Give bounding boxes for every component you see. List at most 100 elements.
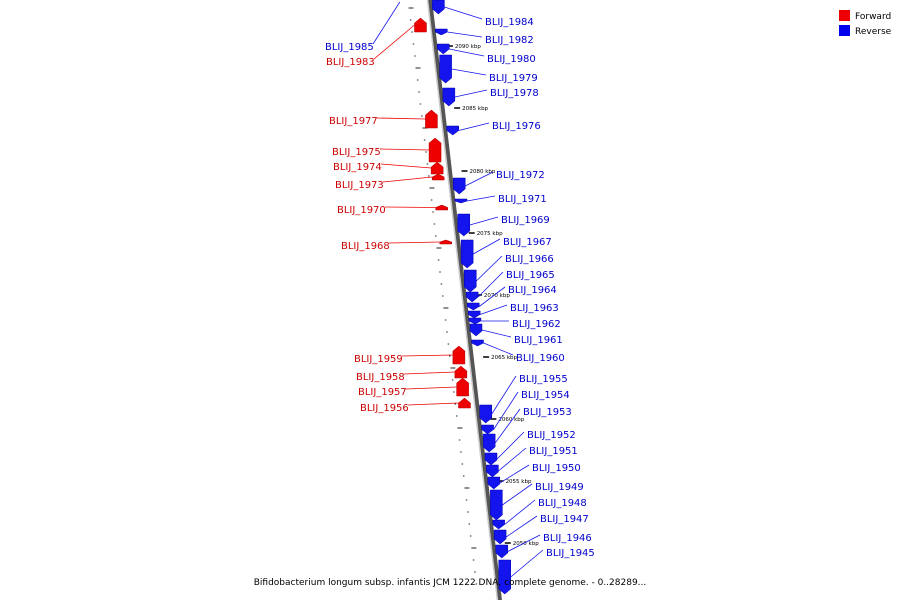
gene-label[interactable]: BLIJ_1962 bbox=[512, 319, 561, 330]
gene-blij-1950[interactable]: BLIJ_1950 bbox=[487, 463, 581, 490]
gene-arrow[interactable] bbox=[482, 433, 496, 453]
gene-arrow[interactable] bbox=[481, 424, 494, 435]
gene-arrow[interactable] bbox=[498, 559, 511, 595]
gene-arrow[interactable] bbox=[484, 452, 498, 466]
gene-label[interactable]: BLIJ_1977 bbox=[329, 116, 378, 127]
gene-arrow[interactable] bbox=[442, 87, 456, 107]
gene-arrow[interactable] bbox=[454, 365, 468, 379]
gene-arrow[interactable] bbox=[439, 239, 452, 245]
gene-blij-1945[interactable]: BLIJ_1945 bbox=[498, 548, 595, 595]
gene-blij-1963[interactable]: BLIJ_1963 bbox=[467, 303, 559, 319]
gene-arrow[interactable] bbox=[414, 17, 427, 33]
gene-blij-1979[interactable]: BLIJ_1979 bbox=[439, 54, 538, 84]
gene-blij-1960[interactable]: BLIJ_1960 bbox=[471, 339, 565, 364]
gene-label[interactable]: BLIJ_1953 bbox=[523, 407, 572, 418]
gene-blij-1975[interactable]: BLIJ_1975 bbox=[332, 137, 442, 163]
gene-blij-1951[interactable]: BLIJ_1951 bbox=[486, 446, 578, 478]
gene-label[interactable]: BLIJ_1969 bbox=[501, 215, 550, 226]
gene-blij-1978[interactable]: BLIJ_1978 bbox=[442, 87, 539, 107]
gene-blij-1965[interactable]: BLIJ_1965 bbox=[465, 270, 555, 303]
gene-blij-1954[interactable]: BLIJ_1954 bbox=[481, 390, 570, 435]
gene-arrow[interactable] bbox=[456, 377, 469, 397]
gene-label[interactable]: BLIJ_1952 bbox=[527, 430, 576, 441]
gene-blij-1969[interactable]: BLIJ_1969 bbox=[457, 213, 550, 237]
gene-blij-1984[interactable]: BLIJ_1984 bbox=[432, 0, 534, 28]
gene-arrow[interactable] bbox=[495, 544, 509, 559]
gene-blij-1977[interactable]: BLIJ_1977 bbox=[329, 109, 438, 129]
gene-label[interactable]: BLIJ_1951 bbox=[529, 446, 578, 457]
gene-arrow[interactable] bbox=[431, 173, 445, 181]
gene-arrow[interactable] bbox=[430, 161, 444, 175]
gene-blij-1976[interactable]: BLIJ_1976 bbox=[446, 121, 541, 136]
gene-blij-1958[interactable]: BLIJ_1958 bbox=[356, 365, 468, 383]
gene-label[interactable]: BLIJ_1958 bbox=[356, 372, 405, 383]
gene-label[interactable]: BLIJ_1980 bbox=[487, 54, 536, 65]
gene-label[interactable]: BLIJ_1974 bbox=[333, 162, 382, 173]
gene-label[interactable]: BLIJ_1959 bbox=[354, 354, 403, 365]
gene-label[interactable]: BLIJ_1954 bbox=[521, 390, 570, 401]
gene-arrow[interactable] bbox=[492, 519, 505, 530]
gene-arrow[interactable] bbox=[457, 213, 471, 237]
gene-label[interactable]: BLIJ_1968 bbox=[341, 241, 390, 252]
gene-label[interactable]: BLIJ_1961 bbox=[514, 335, 563, 346]
gene-blij-1967[interactable]: BLIJ_1967 bbox=[460, 237, 552, 269]
gene-arrow[interactable] bbox=[425, 109, 438, 129]
gene-arrow[interactable] bbox=[435, 204, 448, 211]
gene-label[interactable]: BLIJ_1966 bbox=[505, 254, 554, 265]
gene-blij-1971[interactable]: BLIJ_1971 bbox=[454, 194, 547, 205]
gene-blij-1983[interactable]: BLIJ_1983 bbox=[326, 17, 427, 68]
gene-arrow[interactable] bbox=[446, 125, 460, 136]
gene-blij-1968[interactable]: BLIJ_1968 bbox=[341, 239, 452, 252]
gene-arrow[interactable] bbox=[454, 198, 468, 204]
gene-arrow[interactable] bbox=[468, 317, 482, 325]
gene-label[interactable]: BLIJ_1985 bbox=[325, 42, 374, 53]
gene-blij-1980[interactable]: BLIJ_1980 bbox=[437, 43, 536, 65]
gene-label[interactable]: BLIJ_1948 bbox=[538, 498, 587, 509]
gene-label[interactable]: BLIJ_1963 bbox=[510, 303, 559, 314]
gene-blij-1982[interactable]: BLIJ_1982 bbox=[435, 28, 534, 46]
gene-blij-1961[interactable]: BLIJ_1961 bbox=[469, 323, 563, 346]
gene-label[interactable]: BLIJ_1971 bbox=[498, 194, 547, 205]
gene-arrow[interactable] bbox=[432, 0, 445, 15]
gene-arrow[interactable] bbox=[435, 28, 448, 36]
gene-arrow[interactable] bbox=[486, 464, 499, 478]
gene-blij-1973[interactable]: BLIJ_1973 bbox=[335, 173, 445, 191]
gene-arrow[interactable] bbox=[464, 269, 477, 293]
gene-arrow[interactable] bbox=[490, 489, 503, 521]
gene-label[interactable]: BLIJ_1960 bbox=[516, 353, 565, 364]
gene-blij-1972[interactable]: BLIJ_1972 bbox=[452, 170, 545, 195]
gene-blij-1952[interactable]: BLIJ_1952 bbox=[484, 430, 576, 466]
gene-blij-1957[interactable]: BLIJ_1957 bbox=[358, 377, 469, 398]
gene-blij-1956[interactable]: BLIJ_1956 bbox=[360, 397, 471, 414]
gene-label[interactable]: BLIJ_1973 bbox=[335, 180, 384, 191]
gene-label[interactable]: BLIJ_1957 bbox=[358, 387, 407, 398]
gene-arrow[interactable] bbox=[467, 310, 481, 319]
gene-arrow[interactable] bbox=[458, 397, 471, 409]
gene-blij-1985[interactable]: BLIJ_1985 bbox=[325, 1, 401, 53]
gene-arrow[interactable] bbox=[460, 239, 474, 269]
gene-label[interactable]: BLIJ_1965 bbox=[506, 270, 555, 281]
gene-arrow[interactable] bbox=[437, 43, 450, 55]
gene-blij-1970[interactable]: BLIJ_1970 bbox=[337, 204, 448, 216]
gene-arrow[interactable] bbox=[439, 54, 452, 84]
gene-blij-1964[interactable]: BLIJ_1964 bbox=[467, 285, 557, 311]
gene-blij-1962[interactable]: BLIJ_1962 bbox=[468, 317, 561, 330]
gene-label[interactable]: BLIJ_1947 bbox=[540, 514, 589, 525]
gene-blij-1974[interactable]: BLIJ_1974 bbox=[333, 161, 444, 175]
gene-label[interactable]: BLIJ_1946 bbox=[543, 533, 592, 544]
gene-label[interactable]: BLIJ_1975 bbox=[332, 147, 381, 158]
gene-label[interactable]: BLIJ_1955 bbox=[519, 374, 568, 385]
gene-blij-1953[interactable]: BLIJ_1953 bbox=[482, 407, 572, 453]
gene-label[interactable]: BLIJ_1978 bbox=[490, 88, 539, 99]
gene-blij-1948[interactable]: BLIJ_1948 bbox=[492, 498, 587, 530]
gene-arrow[interactable] bbox=[465, 291, 479, 303]
gene-blij-1946[interactable]: BLIJ_1946 bbox=[495, 533, 592, 559]
gene-label[interactable]: BLIJ_1956 bbox=[360, 403, 409, 414]
gene-label[interactable]: BLIJ_1983 bbox=[326, 57, 375, 68]
gene-arrow[interactable] bbox=[487, 476, 501, 490]
gene-blij-1955[interactable]: BLIJ_1955 bbox=[479, 374, 568, 424]
gene-label[interactable]: BLIJ_1949 bbox=[535, 482, 584, 493]
gene-label[interactable]: BLIJ_1972 bbox=[496, 170, 545, 181]
gene-label[interactable]: BLIJ_1970 bbox=[337, 205, 386, 216]
gene-arrow[interactable] bbox=[493, 529, 507, 545]
